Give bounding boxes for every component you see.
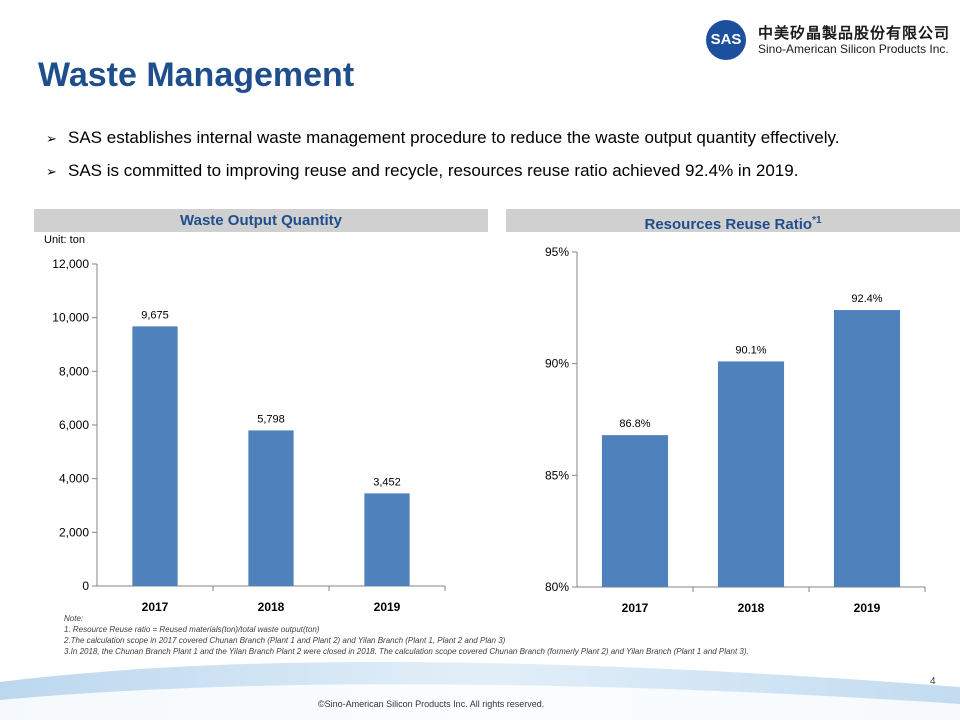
- waste-y-tick-label: 8,000: [59, 364, 89, 378]
- reuse-x-tick-label: 2018: [738, 601, 765, 615]
- company-logo: SAS 中美矽晶製品股份有限公司 Sino-American Silicon P…: [706, 20, 949, 62]
- reuse-bar: [601, 435, 669, 587]
- bullet-text: SAS is committed to improving reuse and …: [68, 161, 799, 180]
- note-line: 2.The calculation scope in 2017 covered …: [64, 636, 506, 645]
- waste-x-tick-label: 2018: [258, 600, 285, 614]
- copyright-text: ©Sino-American Silicon Products Inc. All…: [318, 699, 545, 709]
- arrow-bullet-icon: ➢: [46, 131, 57, 146]
- reuse-bar: [717, 361, 785, 587]
- page-number: 4: [930, 676, 936, 687]
- waste-bar: [248, 430, 294, 586]
- reuse-bar: [833, 310, 901, 587]
- waste-bar: [132, 326, 178, 586]
- waste-y-tick-label: 12,000: [52, 257, 89, 271]
- waste-y-tick-label: 4,000: [59, 472, 89, 486]
- reuse-y-tick-label: 80%: [545, 580, 569, 594]
- waste-data-label: 5,798: [257, 413, 285, 425]
- reuse-y-tick-label: 90%: [545, 357, 569, 371]
- reuse-chart-footnote-mark: *1: [812, 215, 822, 226]
- waste-x-tick-label: 2019: [374, 600, 401, 614]
- page-title: Waste Management: [38, 56, 355, 94]
- reuse-x-tick-label: 2019: [854, 601, 881, 615]
- sas-logo-icon: SAS: [706, 20, 746, 60]
- waste-x-tick-label: 2017: [142, 600, 169, 614]
- notes-block: Note: 1. Resource Reuse ratio = Reused m…: [64, 613, 749, 657]
- waste-y-tick-label: 0: [82, 579, 89, 593]
- waste-y-tick-label: 6,000: [59, 418, 89, 432]
- waste-chart-header: Waste Output Quantity: [34, 209, 488, 232]
- waste-y-tick-label: 10,000: [52, 311, 89, 325]
- waste-y-tick-label: 2,000: [59, 525, 89, 539]
- waste-chart-title: Waste Output Quantity: [180, 212, 342, 229]
- logo-chinese-name: 中美矽晶製品股份有限公司: [758, 25, 951, 42]
- note-line: 1. Resource Reuse ratio = Reused materia…: [64, 625, 320, 634]
- waste-data-label: 3,452: [373, 476, 401, 488]
- reuse-y-tick-label: 95%: [545, 245, 569, 259]
- waste-data-label: 9,675: [141, 309, 169, 321]
- reuse-chart-title: Resources Reuse Ratio: [644, 216, 813, 233]
- reuse-data-label: 90.1%: [735, 344, 766, 356]
- waste-bar: [364, 493, 410, 586]
- reuse-data-label: 86.8%: [619, 418, 650, 430]
- reuse-chart-header: Resources Reuse Ratio*1: [506, 209, 960, 233]
- bullet-item: ➢ SAS establishes internal waste manageme…: [46, 122, 839, 155]
- note-heading: Note:: [64, 614, 84, 623]
- note-line: 3.In 2018, the Chunan Branch Plant 1 and…: [64, 647, 749, 656]
- footer-wave-decoration: [0, 662, 960, 720]
- bullet-text: SAS establishes internal waste managemen…: [68, 128, 840, 147]
- reuse-data-label: 92.4%: [851, 293, 882, 305]
- reuse-y-tick-label: 85%: [545, 468, 569, 482]
- bullet-list: ➢ SAS establishes internal waste manageme…: [46, 122, 839, 188]
- reuse-x-tick-label: 2017: [622, 601, 649, 615]
- arrow-bullet-icon: ➢: [46, 164, 57, 179]
- logo-english-name: Sino-American Silicon Products Inc.: [758, 42, 949, 56]
- waste-unit-label: Unit: ton: [44, 234, 85, 246]
- bullet-item: ➢ SAS is committed to improving reuse and…: [46, 155, 839, 188]
